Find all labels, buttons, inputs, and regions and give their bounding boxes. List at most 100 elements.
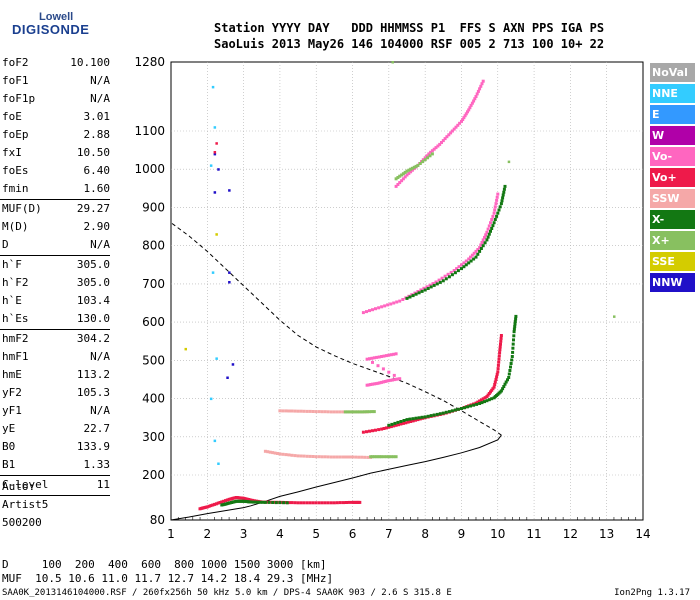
echo-point <box>501 193 505 197</box>
echo-point <box>382 455 386 459</box>
echo-point <box>499 339 503 343</box>
echo-point <box>263 449 267 453</box>
echo-point <box>405 169 409 173</box>
echo-point <box>434 146 438 150</box>
param-name: foF1 <box>2 74 29 87</box>
param-row: MUF(D) 29.27 <box>0 200 110 218</box>
noise-point <box>228 281 231 284</box>
echo-point <box>384 455 388 459</box>
echo-point <box>361 430 365 434</box>
echo-point <box>378 455 382 459</box>
echo-point <box>371 455 374 459</box>
echo-point <box>382 354 386 358</box>
echo-point <box>428 154 432 158</box>
echo-point <box>261 500 265 504</box>
parameter-panel: foF2 10.100 foF1 N/A foF1p N/A foE 3.01 foEp 2.88… <box>0 54 110 496</box>
param-value: 305.0 <box>76 276 110 289</box>
echo-point <box>458 121 462 125</box>
echo-point <box>498 348 502 352</box>
echo-point <box>492 221 496 225</box>
noise-point <box>211 85 215 89</box>
echo-point <box>428 283 432 287</box>
y-tick-label: 80 <box>150 513 165 527</box>
echo-point <box>376 364 380 368</box>
echo-point <box>372 455 376 459</box>
param-value: 2.88 <box>83 128 111 141</box>
echo-point <box>380 427 384 431</box>
echo-point <box>456 407 460 411</box>
echo-point <box>387 455 391 459</box>
echo-point <box>299 501 303 505</box>
echo-point <box>387 379 391 383</box>
echo-point <box>293 454 297 458</box>
echo-point <box>420 289 424 293</box>
plot-area <box>170 61 644 521</box>
noise-point <box>215 142 218 145</box>
echo-point <box>478 399 482 403</box>
echo-point <box>387 425 391 429</box>
echo-point <box>396 420 400 424</box>
echo-point <box>366 455 370 459</box>
echo-point <box>469 259 473 263</box>
echo-point <box>495 214 499 218</box>
noise-point <box>217 462 220 465</box>
legend-item: W <box>650 126 695 145</box>
param-value: 1.33 <box>83 458 111 471</box>
echo-point <box>348 410 352 414</box>
echo-point <box>387 353 391 357</box>
echo-point <box>271 451 275 455</box>
echo-point <box>389 455 393 459</box>
echo-point <box>504 380 508 384</box>
noise-point <box>215 233 218 236</box>
echo-point <box>510 358 514 362</box>
echo-point <box>353 410 357 414</box>
echo-point <box>268 450 272 454</box>
echo-point <box>285 501 289 505</box>
echo-point <box>372 410 376 414</box>
echo-point <box>512 334 516 338</box>
echo-point <box>429 414 433 418</box>
echo-point <box>426 156 430 160</box>
noise-point <box>209 397 213 401</box>
echo-point <box>302 409 306 413</box>
echo-point <box>412 165 416 169</box>
echo-point <box>323 410 327 414</box>
echo-point <box>494 377 498 381</box>
echo-point <box>342 501 345 505</box>
echo-point <box>394 455 398 459</box>
echo-point <box>402 419 406 422</box>
echo-point <box>441 279 445 283</box>
echo-point <box>377 428 381 432</box>
echo-point <box>435 412 439 416</box>
echo-point <box>263 500 267 504</box>
param-name: h`F <box>2 258 22 271</box>
echo-point <box>389 353 393 357</box>
echo-point <box>490 218 494 221</box>
param-name: B0 <box>2 440 16 453</box>
echo-point <box>456 269 460 273</box>
echo-point <box>469 255 472 259</box>
echo-point <box>317 455 321 459</box>
echo-point <box>429 150 433 154</box>
echo-point <box>464 259 468 263</box>
echo-point <box>408 295 412 299</box>
echo-point <box>503 184 507 188</box>
echo-point <box>481 238 485 242</box>
echo-point <box>358 500 362 504</box>
echo-point <box>323 455 327 459</box>
echo-point <box>486 393 490 397</box>
echo-point <box>320 455 324 459</box>
echo-point <box>343 410 347 414</box>
echo-point <box>314 455 318 459</box>
echo-point <box>290 409 294 413</box>
echo-point <box>410 168 414 172</box>
echo-point <box>407 171 411 175</box>
param-name: fxI <box>2 146 22 159</box>
echo-point <box>389 425 393 429</box>
echo-point <box>467 257 471 261</box>
echo-point <box>423 288 427 292</box>
echo-point <box>351 410 354 414</box>
echo-point <box>405 418 409 422</box>
param-name: yF2 <box>2 386 22 399</box>
echo-point <box>461 118 465 121</box>
